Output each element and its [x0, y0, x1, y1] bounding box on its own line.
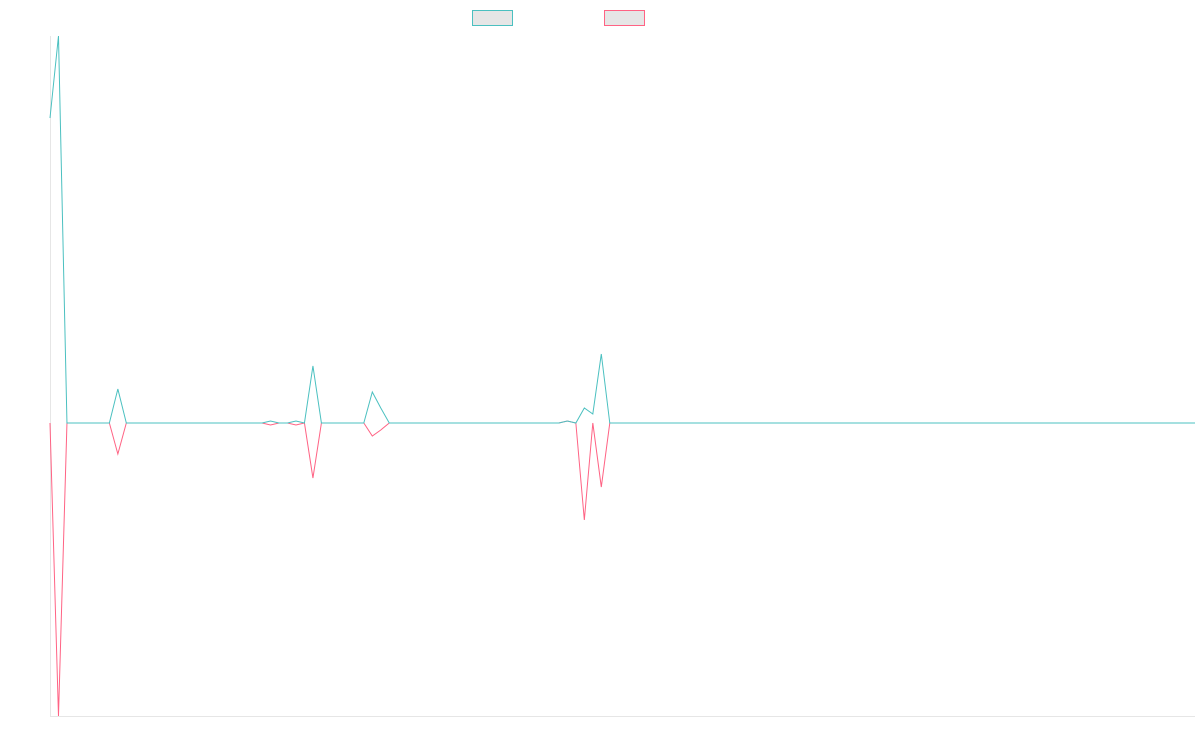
legend-swatch: [604, 10, 645, 26]
legend-swatch: [472, 10, 513, 26]
series-line: [49, 35, 1195, 424]
series-line: [49, 420, 1195, 717]
